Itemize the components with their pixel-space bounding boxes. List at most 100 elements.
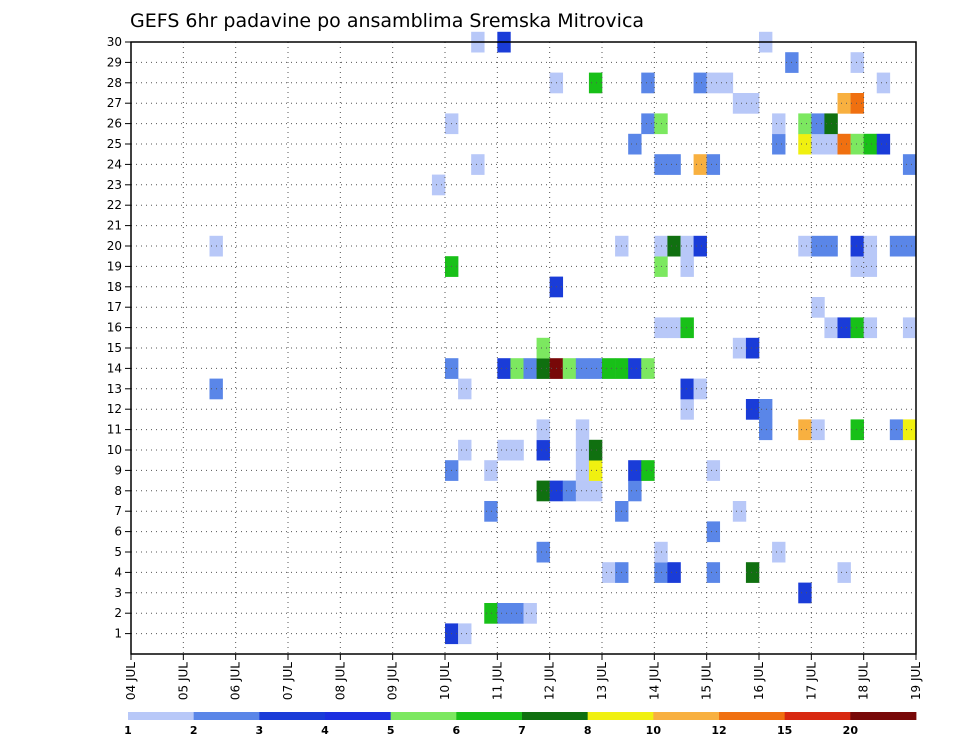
precip-cell xyxy=(575,460,590,481)
precip-cell xyxy=(798,113,812,135)
precip-cell xyxy=(458,623,472,645)
precip-cell xyxy=(641,358,655,379)
precip-cell xyxy=(484,501,498,522)
precip-cell xyxy=(798,133,812,155)
precip-cell xyxy=(562,480,577,502)
precip-cell xyxy=(811,235,825,257)
precip-cell xyxy=(575,419,590,441)
x-tick-label: 10 JUL xyxy=(438,662,452,700)
y-tick-label: 27 xyxy=(107,96,122,110)
precip-cell xyxy=(850,317,864,339)
y-tick-label: 17 xyxy=(107,300,122,314)
precip-cell xyxy=(745,93,760,114)
precip-cell xyxy=(745,399,760,420)
precip-cell xyxy=(536,419,550,441)
x-tick-label: 08 JUL xyxy=(333,662,347,700)
colorbar-label: 4 xyxy=(321,724,329,737)
colorbar-label: 3 xyxy=(256,724,264,737)
x-tick-label: 16 JUL xyxy=(752,662,766,700)
y-tick-label: 15 xyxy=(107,341,122,355)
precip-cell xyxy=(902,419,917,441)
precip-cell xyxy=(536,337,550,359)
precip-cell xyxy=(641,460,655,481)
precip-cell xyxy=(811,133,825,155)
precip-cell xyxy=(772,541,786,563)
precip-cell xyxy=(693,72,707,94)
y-tick-label: 12 xyxy=(107,402,122,416)
precip-cell xyxy=(680,399,694,420)
precip-cell xyxy=(798,235,812,257)
precip-cell xyxy=(811,297,825,318)
x-tick-label: 17 JUL xyxy=(804,662,818,700)
colorbar-swatch xyxy=(719,712,786,720)
precip-cell xyxy=(772,133,786,155)
precip-cell xyxy=(902,154,917,175)
x-tick-label: 06 JUL xyxy=(229,662,243,700)
y-tick-label: 10 xyxy=(107,443,122,457)
colorbar-swatch xyxy=(193,712,260,720)
y-tick-label: 26 xyxy=(107,117,122,131)
precip-cell xyxy=(863,133,878,155)
colorbar-swatch xyxy=(259,712,326,720)
precip-cell xyxy=(863,317,878,339)
precip-cell xyxy=(745,562,760,583)
colorbar-label: 1 xyxy=(124,724,132,737)
precip-cell xyxy=(628,133,642,155)
precip-cell xyxy=(628,358,642,379)
colorbar-swatch xyxy=(653,712,720,720)
x-tick-label: 04 JUL xyxy=(124,662,138,700)
precip-cell xyxy=(850,235,864,257)
y-tick-label: 6 xyxy=(114,525,122,539)
x-tick-label: 18 JUL xyxy=(857,662,871,700)
precip-cell xyxy=(902,235,917,257)
precip-cell xyxy=(837,317,851,339)
precip-cell xyxy=(706,72,721,94)
precip-cell xyxy=(575,358,590,379)
precip-cell xyxy=(628,480,642,502)
y-tick-label: 11 xyxy=(107,423,122,437)
y-tick-label: 7 xyxy=(114,504,122,518)
precip-cell xyxy=(850,93,864,114)
precip-cell xyxy=(680,235,694,257)
colorbar-label: 15 xyxy=(777,724,792,737)
y-tick-label: 20 xyxy=(107,239,122,253)
precip-cell xyxy=(732,337,747,359)
colorbar-label: 12 xyxy=(711,724,726,737)
y-tick-label: 8 xyxy=(114,484,122,498)
x-tick-label: 05 JUL xyxy=(176,662,190,700)
precip-cell xyxy=(431,174,446,196)
precip-cell xyxy=(680,256,694,277)
y-tick-label: 23 xyxy=(107,178,122,192)
precip-cell xyxy=(641,72,655,94)
precip-cell xyxy=(510,603,524,624)
precip-cell xyxy=(693,378,707,400)
colorbar-swatch xyxy=(587,712,654,720)
colorbar-label: 2 xyxy=(190,724,198,737)
precip-cell xyxy=(759,399,773,420)
precip-cell xyxy=(706,460,721,481)
precip-cell xyxy=(588,480,603,502)
colorbar-label: 20 xyxy=(843,724,859,737)
precip-cell xyxy=(588,72,603,94)
y-tick-label: 9 xyxy=(114,463,122,477)
x-axis: 04 JUL 05 JUL 06 JUL 07 JUL 08 JUL 09 JUL 10 J… xyxy=(124,654,923,700)
precip-cell xyxy=(850,133,864,155)
precip-cell xyxy=(588,439,603,461)
precip-cell xyxy=(497,358,511,379)
y-tick-label: 18 xyxy=(107,280,122,294)
precip-cell xyxy=(811,419,825,441)
colorbar-label: 8 xyxy=(584,724,592,737)
precip-cell xyxy=(510,439,524,461)
precip-cell xyxy=(745,337,760,359)
y-tick-label: 29 xyxy=(107,55,122,69)
precip-cell xyxy=(588,358,603,379)
precip-cell xyxy=(484,460,498,481)
x-tick-label: 14 JUL xyxy=(647,662,661,700)
x-tick-label: 12 JUL xyxy=(543,662,557,700)
precip-cell xyxy=(536,541,550,563)
precip-cell xyxy=(759,419,773,441)
precip-cell xyxy=(693,235,707,257)
precip-cell xyxy=(667,562,681,583)
precip-cell xyxy=(706,562,721,583)
y-axis: 1234567891011121314151617181920212223242… xyxy=(107,35,131,641)
